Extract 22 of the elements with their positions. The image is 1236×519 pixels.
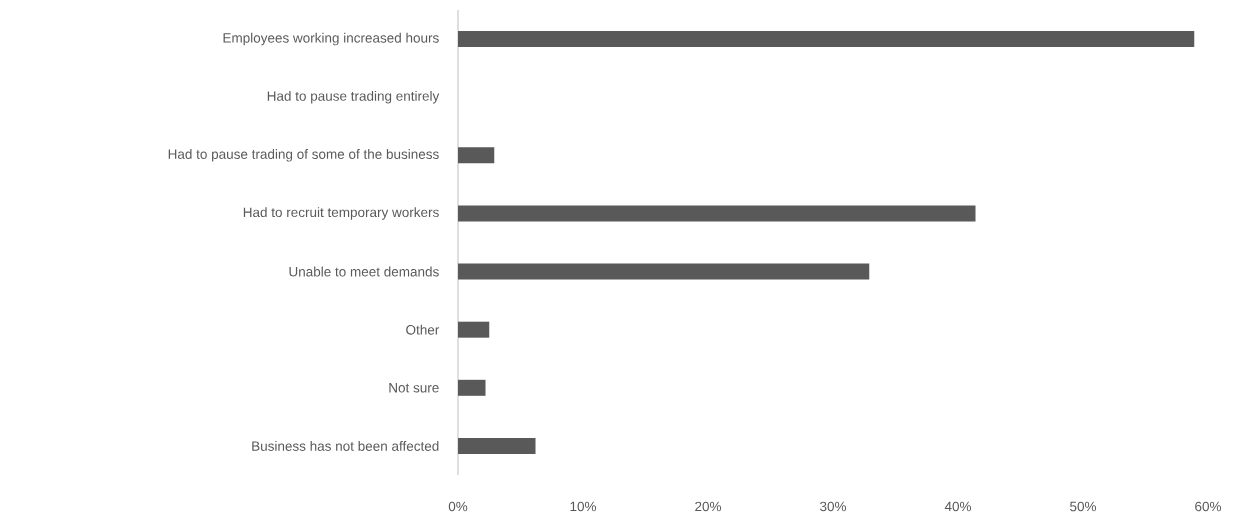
y-tick-label: Had to recruit temporary workers (243, 207, 439, 220)
y-tick-label: Unable to meet demands (289, 266, 439, 277)
y-tick-label: Other (406, 324, 440, 335)
bar (458, 147, 495, 164)
x-tick-label: 20% (695, 501, 722, 512)
y-tick-label: Not sure (389, 383, 439, 393)
y-tick-label: Had to pause trading of some of the business (168, 149, 439, 162)
bar (458, 437, 536, 454)
bar (458, 263, 870, 280)
x-tick-label: 10% (570, 501, 597, 512)
x-tick-label: 50% (1070, 501, 1097, 512)
x-tick-label: 60% (1195, 501, 1222, 512)
x-tick-label: 30% (820, 501, 847, 512)
y-tick-label: Had to pause trading entirely (267, 90, 440, 104)
x-tick-label: 0% (448, 501, 468, 512)
bar (458, 31, 1195, 48)
x-tick-label: 40% (944, 501, 972, 512)
y-tick-label: Business has not been affected (252, 440, 439, 451)
bar (458, 379, 486, 396)
bar (458, 205, 976, 222)
bar (458, 321, 490, 338)
y-tick-label: Employees working increased hours (223, 32, 439, 46)
